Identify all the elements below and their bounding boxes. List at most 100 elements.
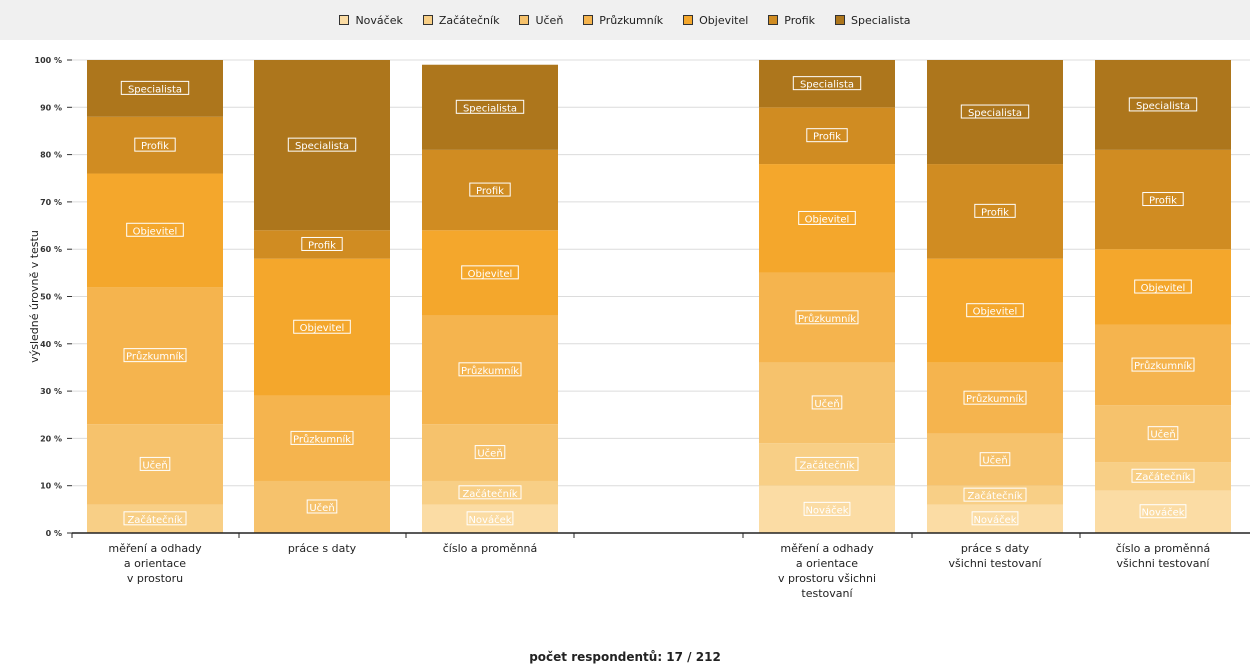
legend-swatch bbox=[422, 15, 433, 25]
legend-label: Specialista bbox=[851, 13, 911, 27]
segment-label-box bbox=[1147, 426, 1179, 441]
x-category-label: měření a odhady bbox=[108, 542, 202, 555]
segment-label: Nováček bbox=[973, 514, 1016, 526]
segment-label: Učeň bbox=[982, 455, 1007, 467]
legend-item: Objevitel bbox=[683, 14, 748, 27]
legend-label: Učeň bbox=[535, 13, 564, 27]
segment-label: Učeň bbox=[814, 398, 839, 410]
bar-segment bbox=[759, 362, 895, 444]
bar-segment bbox=[87, 116, 223, 174]
segment-label: Učeň bbox=[1150, 429, 1175, 441]
bar-segment bbox=[422, 149, 558, 231]
legend-item: Průzkumník bbox=[583, 14, 663, 27]
segment-label: Profik bbox=[813, 132, 841, 143]
segment-label-box bbox=[1131, 357, 1195, 372]
segment-label-box bbox=[811, 395, 843, 410]
bar-segment bbox=[254, 230, 390, 259]
bar-segment bbox=[422, 424, 558, 481]
bar-segment bbox=[422, 315, 558, 425]
x-category-label: a orientace bbox=[796, 557, 858, 570]
y-tick-label: 80 % bbox=[40, 151, 62, 160]
legend-swatch bbox=[835, 15, 846, 25]
y-tick-label: 50 % bbox=[40, 293, 62, 302]
bar-segment bbox=[87, 424, 223, 505]
segment-label-box bbox=[120, 80, 190, 95]
bar-segment bbox=[927, 164, 1063, 259]
y-axis-label: výsledné úrovně v testu bbox=[28, 230, 41, 363]
x-category-label: v prostoru všichni bbox=[778, 572, 876, 585]
segment-label-box bbox=[466, 511, 514, 526]
segment-label: Začátečník bbox=[127, 514, 182, 526]
segment-label-box bbox=[971, 511, 1019, 526]
bar-segment bbox=[1095, 149, 1231, 250]
x-category-label: práce s daty bbox=[961, 542, 1030, 555]
segment-label-box bbox=[469, 182, 511, 197]
bar-segment bbox=[422, 64, 558, 150]
segment-label: Učeň bbox=[142, 459, 167, 471]
segment-label-box bbox=[960, 104, 1030, 119]
segment-label: Začátečník bbox=[462, 488, 517, 500]
segment-label-box bbox=[1134, 279, 1192, 294]
segment-label: Nováček bbox=[468, 514, 511, 526]
segment-label-box bbox=[792, 76, 862, 91]
segment-label-box bbox=[1131, 468, 1195, 483]
bar-segment bbox=[87, 287, 223, 425]
segment-label: Začátečník bbox=[1135, 471, 1190, 483]
segment-label-box bbox=[139, 456, 171, 471]
segment-label: Učeň bbox=[477, 448, 502, 460]
legend-swatch bbox=[683, 15, 694, 25]
segment-label-box bbox=[1128, 97, 1198, 112]
bar-segment bbox=[87, 173, 223, 288]
bar-segment bbox=[1095, 490, 1231, 533]
segment-label: Specialista bbox=[295, 141, 349, 152]
bar-segment bbox=[759, 485, 895, 533]
x-category-label: všichni testovaní bbox=[1117, 557, 1211, 570]
segment-label: Specialista bbox=[968, 108, 1022, 119]
x-category-label: číslo a proměnná bbox=[443, 542, 538, 555]
y-tick-label: 0 % bbox=[46, 529, 62, 538]
legend-item: Specialista bbox=[835, 13, 911, 27]
y-tick-label: 10 % bbox=[40, 482, 62, 491]
y-tick-label: 100 % bbox=[35, 56, 63, 65]
y-tick-label: 60 % bbox=[40, 245, 62, 254]
segment-label: Specialista bbox=[800, 80, 854, 91]
segment-label-box bbox=[461, 265, 519, 280]
segment-label: Učeň bbox=[309, 502, 334, 514]
bar-segment bbox=[254, 60, 390, 231]
bar-segment bbox=[422, 504, 558, 533]
segment-label: Objevitel bbox=[468, 269, 513, 280]
bar-segment bbox=[927, 504, 1063, 533]
segment-label-box bbox=[963, 390, 1027, 405]
segment-label-box bbox=[1139, 504, 1187, 519]
segment-label-box bbox=[1142, 192, 1184, 207]
segment-label: Profik bbox=[1149, 196, 1177, 207]
segment-label-box bbox=[963, 487, 1027, 502]
bar-segment bbox=[254, 395, 390, 481]
x-category-label: v prostoru bbox=[127, 572, 183, 585]
segment-label: Profik bbox=[981, 207, 1009, 218]
segment-label: Průzkumník bbox=[1134, 360, 1192, 372]
legend-label: Objevitel bbox=[699, 13, 749, 27]
bar-segment bbox=[422, 480, 558, 505]
bar-segment bbox=[1095, 249, 1231, 325]
x-category-label: a orientace bbox=[124, 557, 186, 570]
segment-label: Objevitel bbox=[133, 226, 178, 237]
x-category-label: práce s daty bbox=[288, 542, 357, 555]
segment-label: Začátečník bbox=[799, 459, 854, 471]
segment-label: Průzkumník bbox=[798, 313, 856, 325]
bar-segment bbox=[87, 60, 223, 117]
legend-label: Profik bbox=[784, 13, 816, 27]
segment-label-box bbox=[803, 501, 851, 516]
segment-label: Specialista bbox=[128, 84, 182, 95]
segment-label-box bbox=[306, 499, 338, 514]
bar-segment bbox=[927, 433, 1063, 486]
legend: Nováček Začátečník Učeň Průzkumník Objevitel… bbox=[0, 0, 1250, 40]
respondent-count: počet respondentů: 17 / 212 bbox=[529, 650, 721, 664]
segment-label-box bbox=[966, 303, 1024, 318]
y-tick-label: 40 % bbox=[40, 340, 62, 349]
legend-item: Začátečník bbox=[422, 14, 499, 27]
segment-label-box bbox=[798, 210, 856, 225]
bar-segment bbox=[927, 362, 1063, 434]
x-category-label: měření a odhady bbox=[780, 542, 874, 555]
bar-segment bbox=[927, 60, 1063, 165]
